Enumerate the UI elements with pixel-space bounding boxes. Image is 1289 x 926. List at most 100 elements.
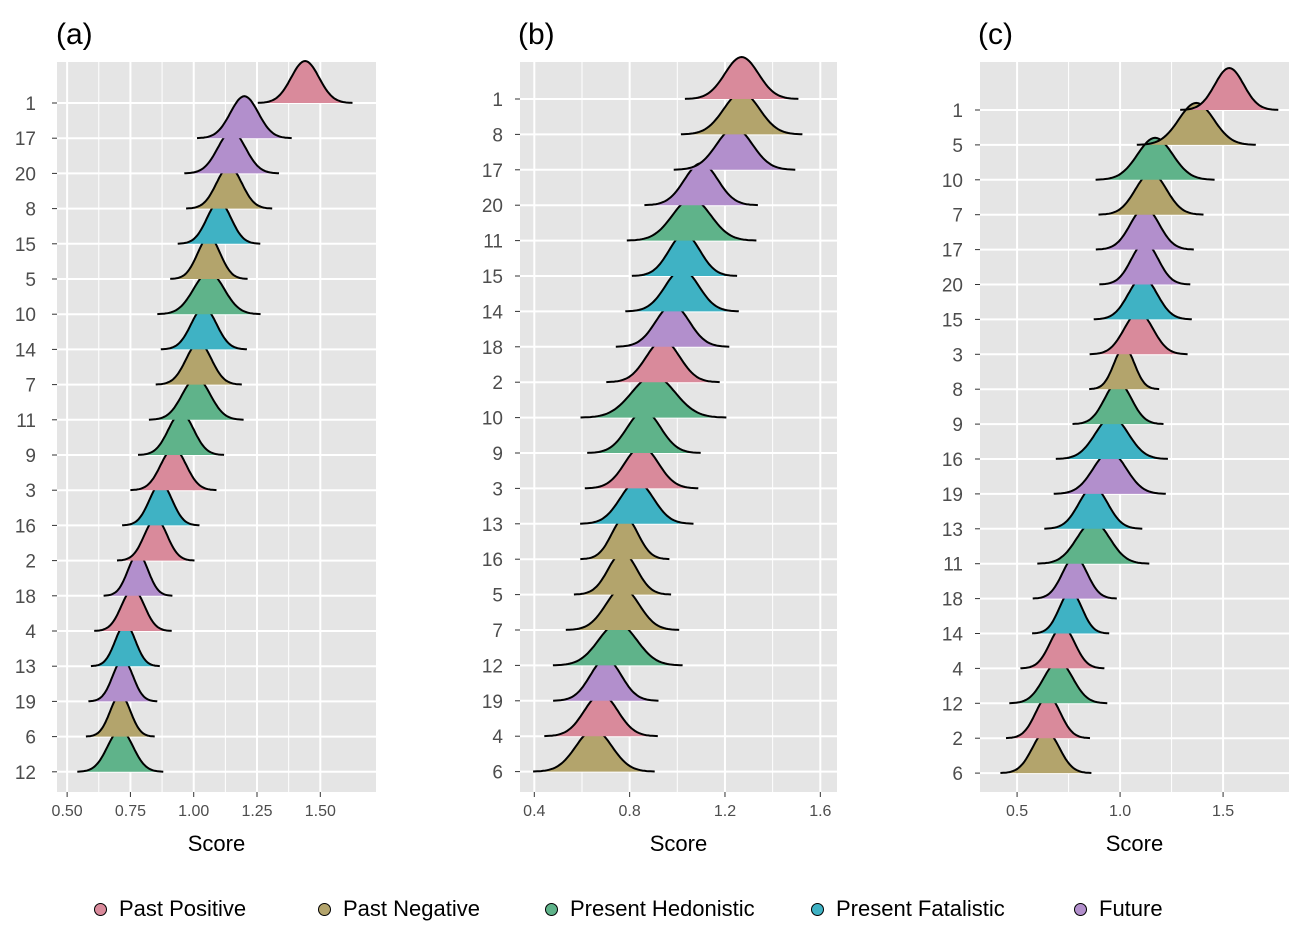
legend-key-present-fatalistic (811, 902, 824, 916)
ridge-fill (1044, 486, 1143, 529)
y-tick-label: 6 (25, 728, 36, 749)
y-tick-label: 19 (15, 692, 36, 713)
panel-b: 0.4 0.8 1.2 1.61817201115141821093131657121… (482, 18, 837, 856)
x-tick-label: 1.25 (241, 803, 272, 820)
y-tick-label: 10 (482, 409, 503, 430)
ridge-fill (552, 623, 683, 666)
y-tick-label: 12 (15, 763, 36, 784)
legend-key-future (1074, 902, 1087, 916)
x-tick-label: 0.5 (1006, 803, 1028, 820)
y-tick-label: 4 (492, 727, 503, 748)
y-tick-label: 2 (492, 373, 503, 394)
x-tick-label: 0.75 (115, 803, 146, 820)
y-tick-label: 16 (15, 516, 36, 537)
y-tick-label: 6 (492, 763, 503, 784)
ridge-fill (157, 272, 261, 315)
y-tick-label: 1 (25, 94, 36, 115)
ridgeline-figure: 0.50 0.75 1.00 1.25 1.5011720815510147119316… (15, 18, 1289, 856)
y-tick-label: 10 (15, 305, 36, 326)
ridge-fill (553, 658, 659, 701)
ridge-fill (1093, 277, 1192, 320)
y-tick-label: 7 (25, 376, 36, 397)
y-tick-label: 15 (482, 267, 503, 288)
y-tick-label: 18 (482, 338, 503, 359)
ridge-fill (1072, 382, 1164, 425)
ridge-outline (196, 95, 292, 140)
ridge-fill (130, 448, 217, 491)
x-tick-label: 1.50 (305, 803, 336, 820)
panel-label: (b) (518, 18, 555, 51)
y-tick-label: 17 (15, 129, 36, 150)
ridge-fill (148, 377, 244, 420)
ridge-fill (1180, 68, 1279, 110)
ridge-fill (138, 413, 225, 455)
ridge-fill (103, 553, 173, 596)
y-tick-label: 19 (942, 485, 963, 506)
y-tick-label: 8 (952, 380, 963, 401)
ridge-fill (117, 518, 195, 561)
legend: Past Positive Past Negative Present Hedo… (0, 896, 1289, 926)
ridge-fill (580, 517, 670, 560)
y-tick-label: 11 (943, 555, 963, 576)
ridge-fill (680, 92, 803, 135)
legend-key-present-hedonistic (545, 902, 558, 916)
y-tick-label: 14 (482, 302, 504, 323)
ridge-fill (1095, 207, 1194, 250)
ridge-fill (197, 96, 292, 139)
ridge-fill (88, 659, 158, 702)
panel-a: 0.50 0.75 1.00 1.25 1.50 1 17 20 8 15 5 10 14 7 11 9 3 16… (15, 18, 376, 856)
ridge-fill (122, 483, 200, 526)
y-tick-label: 4 (25, 622, 36, 643)
ridge-fill (177, 201, 261, 244)
panel-background (980, 62, 1289, 792)
y-tick-label: 7 (952, 206, 963, 227)
ridge-fill (626, 198, 757, 241)
legend-label: Present Fatalistic (836, 896, 1005, 921)
x-tick-label: 0.4 (523, 803, 545, 820)
ridge-fill (1089, 312, 1188, 355)
y-tick-label: 18 (942, 590, 963, 611)
y-tick-label: 1 (492, 90, 503, 111)
y-tick-label: 15 (942, 310, 963, 331)
ridge-fill (544, 694, 658, 737)
y-tick-label: 1 (952, 101, 963, 122)
ridge-fill (625, 269, 739, 312)
ridge-fill (606, 340, 720, 383)
ridge-fill (684, 57, 799, 99)
legend-item-past-negative: Past Negative (318, 896, 480, 922)
x-axis-title: Score (650, 831, 707, 856)
ridge-fill (160, 307, 247, 350)
panel-label: (a) (56, 18, 93, 51)
ridge-fill (573, 552, 672, 595)
ridge-fill (1098, 172, 1204, 215)
legend-key-past-positive (94, 902, 107, 916)
ridge-fill (587, 411, 701, 453)
legend-label: Past Negative (343, 896, 480, 921)
y-tick-label: 5 (25, 270, 36, 291)
y-tick-label: 14 (15, 340, 37, 361)
legend-item-past-positive: Past Positive (94, 896, 246, 922)
x-axis-title: Score (1106, 831, 1163, 856)
y-tick-label: 13 (482, 515, 503, 536)
y-tick-label: 15 (15, 235, 36, 256)
y-tick-label: 17 (482, 161, 503, 182)
ridge-fill (1037, 521, 1150, 564)
ridge-fill (94, 589, 172, 631)
x-tick-label: 1.0 (1109, 803, 1131, 820)
y-tick-label: 7 (492, 621, 503, 642)
panel-background (520, 62, 837, 792)
ridge-fill (533, 729, 655, 772)
x-tick-label: 1.00 (178, 803, 209, 820)
ridge-fill (580, 481, 694, 524)
ridge-fill (1006, 696, 1090, 739)
legend-label: Present Hedonistic (570, 896, 755, 921)
legend-label: Future (1099, 896, 1163, 921)
ridge-fill (673, 127, 796, 170)
y-tick-label: 13 (942, 520, 963, 541)
y-tick-label: 3 (952, 345, 963, 366)
ridge-fill (1032, 591, 1110, 634)
y-tick-label: 5 (952, 136, 963, 157)
ridge-fill (1136, 102, 1256, 145)
ridge-fill (1020, 626, 1105, 669)
y-tick-label: 17 (942, 241, 963, 262)
